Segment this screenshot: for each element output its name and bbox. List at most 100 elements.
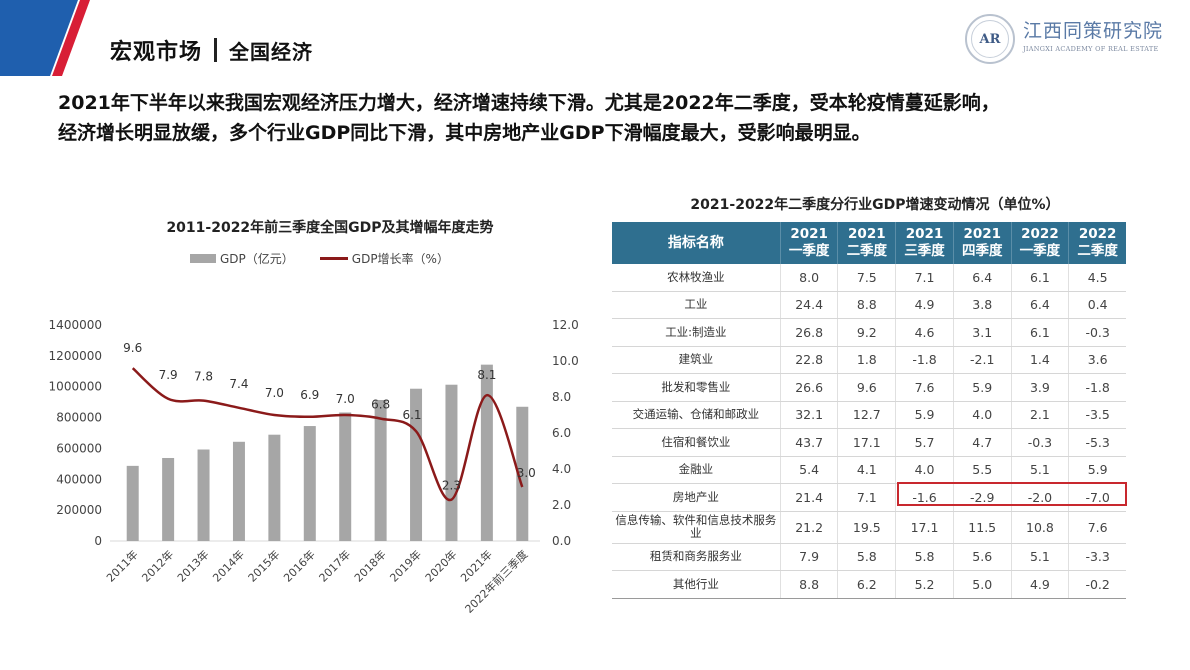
cell-value: 7.9 bbox=[780, 543, 839, 571]
cell-value: 21.2 bbox=[780, 511, 839, 544]
cell-value: -0.2 bbox=[1068, 570, 1126, 599]
header-period-0: 2021 一季度 bbox=[780, 222, 839, 264]
gdp-bar bbox=[480, 364, 493, 541]
cell-value: 7.1 bbox=[895, 264, 954, 292]
header-period-1: 2021 二季度 bbox=[837, 222, 897, 264]
left-axis-tick: 400000 bbox=[56, 472, 102, 486]
cell-value: 3.8 bbox=[953, 291, 1012, 319]
seal-icon: AR bbox=[965, 14, 1015, 64]
cell-value: 5.7 bbox=[895, 428, 954, 457]
cell-value: 5.4 bbox=[780, 456, 839, 484]
intro-line-2: 经济增长明显放缓，多个行业GDP同比下滑，其中房地产业GDP下滑幅度最大，受影响… bbox=[58, 122, 871, 144]
right-axis-tick: 0.0 bbox=[552, 534, 571, 548]
cell-value: 4.1 bbox=[837, 456, 897, 484]
gdp-chart-title: 2011-2022年前三季度全国GDP及其增幅年度走势 bbox=[166, 220, 494, 236]
cell-value: -0.3 bbox=[1068, 318, 1126, 347]
table-row: 住宿和餐饮业 43.7 17.1 5.7 4.7 -0.3 -5.3 bbox=[612, 428, 1126, 457]
cell-value: 7.5 bbox=[837, 264, 897, 292]
cell-value: 5.8 bbox=[895, 543, 954, 571]
legend-bar-swatch-icon bbox=[190, 254, 216, 263]
cell-value: 5.9 bbox=[1068, 456, 1126, 484]
row-indicator-name: 住宿和餐饮业 bbox=[612, 428, 781, 457]
cell-value: -7.0 bbox=[1068, 483, 1126, 512]
cell-value: 17.1 bbox=[837, 428, 897, 457]
row-indicator-name: 交通运输、仓储和邮政业 bbox=[612, 401, 781, 429]
legend-line-label: GDP增长率（%） bbox=[351, 252, 449, 266]
growth-rate-label: 7.4 bbox=[229, 377, 248, 391]
industry-gdp-table: 指标名称 2021 一季度 2021 二季度 2021 三季度 2021 四季度 2022 一季度… bbox=[612, 222, 1126, 599]
cell-value: -3.3 bbox=[1068, 543, 1126, 571]
cell-value: 3.9 bbox=[1011, 373, 1070, 402]
row-indicator-name: 信息传输、软件和信息技术服务业 bbox=[612, 511, 781, 544]
cell-value: 5.0 bbox=[953, 570, 1012, 599]
gdp-bar bbox=[445, 384, 458, 541]
intro-paragraph: 2021年下半年以来我国宏观经济压力增大，经济增速持续下滑。尤其是2022年二季… bbox=[58, 88, 1168, 148]
gdp-bar bbox=[232, 441, 245, 541]
cell-value: 2.1 bbox=[1011, 401, 1070, 429]
x-axis-category: 2016年 bbox=[280, 547, 317, 584]
cell-value: 4.9 bbox=[1011, 570, 1070, 599]
table-row: 交通运输、仓储和邮政业 32.1 12.7 5.9 4.0 2.1 -3.5 bbox=[612, 401, 1126, 429]
cell-value: 9.6 bbox=[837, 373, 897, 402]
growth-rate-label: 7.0 bbox=[265, 386, 284, 400]
gdp-bar bbox=[516, 406, 529, 541]
right-axis-tick: 6.0 bbox=[552, 426, 571, 440]
page-title: 宏观市场 全国经济 bbox=[110, 34, 313, 66]
cell-value: 4.0 bbox=[895, 456, 954, 484]
cell-value: 3.1 bbox=[953, 318, 1012, 347]
table-row: 其他行业 8.8 6.2 5.2 5.0 4.9 -0.2 bbox=[612, 570, 1126, 599]
cell-value: 5.1 bbox=[1011, 456, 1070, 484]
growth-rate-label: 6.8 bbox=[371, 398, 390, 412]
gdp-bar bbox=[197, 449, 210, 541]
row-indicator-name: 租赁和商务服务业 bbox=[612, 543, 781, 571]
row-indicator-name: 农林牧渔业 bbox=[612, 264, 781, 292]
header-period-2: 2021 三季度 bbox=[895, 222, 954, 264]
cell-value: 4.9 bbox=[895, 291, 954, 319]
subsection-label: 全国经济 bbox=[229, 39, 314, 64]
cell-value: 4.6 bbox=[895, 318, 954, 347]
cell-value: 26.6 bbox=[780, 373, 839, 402]
table-row: 房地产业 21.4 7.1 -1.6 -2.9 -2.0 -7.0 bbox=[612, 483, 1126, 512]
left-axis-tick: 800000 bbox=[56, 411, 102, 425]
gdp-bar bbox=[268, 434, 281, 541]
left-axis-tick: 1000000 bbox=[49, 380, 102, 394]
growth-rate-label: 6.1 bbox=[402, 408, 421, 422]
cell-value: 12.7 bbox=[837, 401, 897, 429]
growth-rate-label: 2.3 bbox=[442, 479, 461, 493]
cell-value: 6.4 bbox=[1011, 291, 1070, 319]
cell-value: 4.7 bbox=[953, 428, 1012, 457]
brand-logo: AR 江西同策研究院 JIANGXI ACADEMY OF REAL ESTAT… bbox=[965, 12, 1175, 68]
left-axis-tick: 200000 bbox=[56, 503, 102, 517]
logo-name-cn: 江西同策研究院 bbox=[1023, 20, 1164, 42]
growth-rate-label: 9.6 bbox=[123, 341, 142, 355]
x-axis-category: 2011年 bbox=[103, 547, 140, 584]
gdp-bar bbox=[374, 399, 387, 541]
cell-value: 5.8 bbox=[837, 543, 897, 571]
cell-value: 19.5 bbox=[837, 511, 897, 544]
cell-value: 5.2 bbox=[895, 570, 954, 599]
x-axis-category: 2015年 bbox=[245, 547, 282, 584]
cell-value: -3.5 bbox=[1068, 401, 1126, 429]
header-period-4: 2022 一季度 bbox=[1011, 222, 1070, 264]
cell-value: 43.7 bbox=[780, 428, 839, 457]
cell-value: 8.0 bbox=[780, 264, 839, 292]
x-axis-category: 2013年 bbox=[174, 547, 211, 584]
cell-value: 8.8 bbox=[837, 291, 897, 319]
legend-line-swatch-icon bbox=[319, 257, 348, 260]
table-row: 建筑业 22.8 1.8 -1.8 -2.1 1.4 3.6 bbox=[612, 346, 1126, 374]
cell-value: -1.8 bbox=[895, 346, 954, 374]
header-indicator-name: 指标名称 bbox=[612, 222, 781, 264]
cell-value: 5.9 bbox=[953, 373, 1012, 402]
right-axis-tick: 10.0 bbox=[552, 354, 579, 368]
table-row: 金融业 5.4 4.1 4.0 5.5 5.1 5.9 bbox=[612, 456, 1126, 484]
left-axis-tick: 1200000 bbox=[49, 349, 102, 363]
growth-rate-line bbox=[131, 367, 524, 501]
left-axis-tick: 0 bbox=[94, 534, 102, 548]
row-indicator-name: 房地产业 bbox=[612, 483, 781, 512]
title-divider bbox=[214, 38, 218, 62]
gdp-bar bbox=[126, 465, 139, 541]
cell-value: 21.4 bbox=[780, 483, 839, 512]
growth-rate-label: 3.0 bbox=[517, 466, 536, 480]
industry-table-title: 2021-2022年二季度分行业GDP增速变动情况（单位%） bbox=[690, 197, 1060, 213]
cell-value: 10.8 bbox=[1011, 511, 1070, 544]
